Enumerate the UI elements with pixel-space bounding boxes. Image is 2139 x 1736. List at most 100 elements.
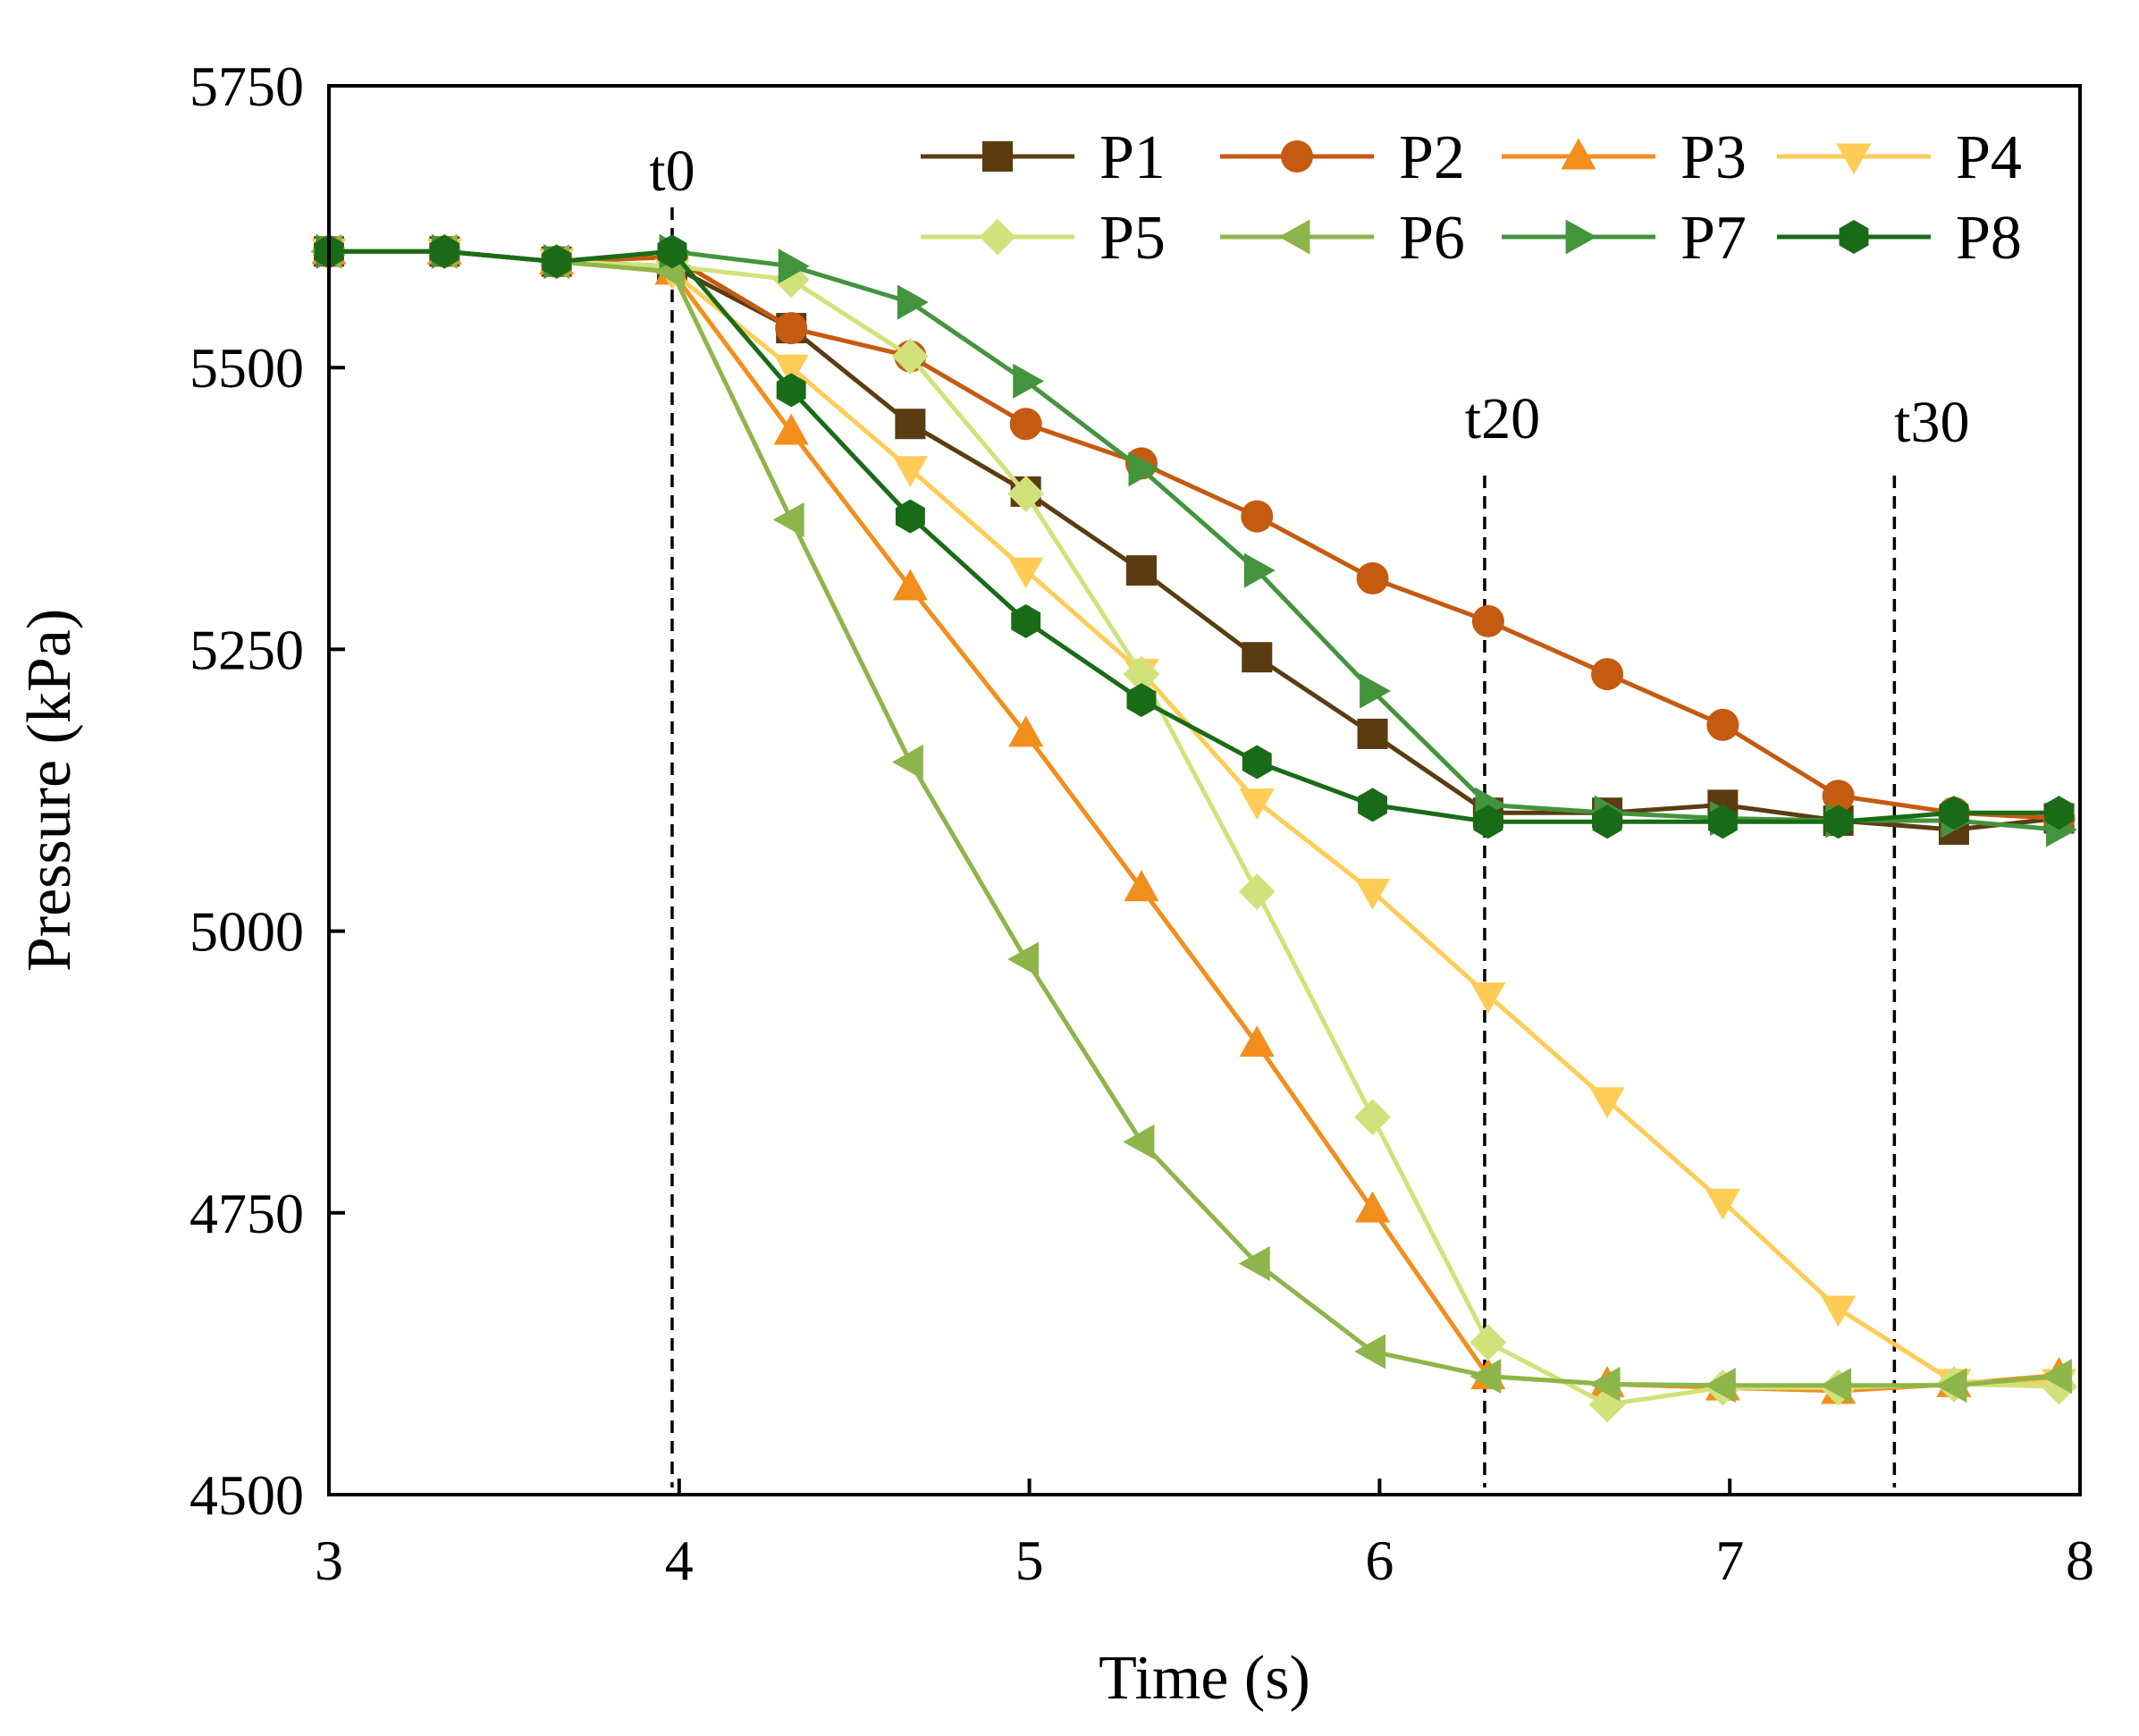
data-point-P6 bbox=[891, 744, 923, 780]
data-point-P7 bbox=[1128, 451, 1160, 487]
legend-item-P1: P1 bbox=[921, 123, 1166, 192]
data-point-P1 bbox=[1125, 555, 1157, 586]
legend-item-P7: P7 bbox=[1502, 204, 1747, 273]
legend-swatch-marker bbox=[1281, 140, 1313, 173]
y-axis-title: Pressure (kPa) bbox=[15, 609, 84, 972]
data-point-P6 bbox=[1123, 1124, 1155, 1159]
legend-label: P5 bbox=[1099, 204, 1166, 273]
data-point-P7 bbox=[1360, 673, 1391, 709]
series-P6 bbox=[310, 233, 2072, 1403]
data-point-P2 bbox=[1591, 658, 1624, 691]
data-point-P8 bbox=[429, 234, 459, 269]
series-line-P1 bbox=[329, 249, 2059, 832]
data-point-P2 bbox=[1356, 561, 1389, 594]
data-point-P3 bbox=[1124, 870, 1159, 902]
x-tick-label: 3 bbox=[315, 1529, 343, 1592]
legend-label: P2 bbox=[1399, 123, 1465, 192]
data-point-P2 bbox=[1009, 408, 1042, 441]
data-point-P5 bbox=[1354, 1099, 1391, 1136]
data-point-P2 bbox=[1241, 500, 1274, 533]
data-point-P7 bbox=[778, 249, 810, 284]
data-point-P6 bbox=[1588, 1366, 1621, 1402]
axis-ticks: 3 4 5 6 7 8 4500 4750 5000 5250 5500 5750 bbox=[189, 55, 2094, 1592]
legend-swatch-marker bbox=[1561, 138, 1596, 170]
data-point-P4 bbox=[1008, 557, 1044, 589]
data-point-P1 bbox=[1242, 642, 1273, 673]
legend-swatch-marker bbox=[1278, 219, 1310, 255]
legend-item-P5: P5 bbox=[921, 204, 1166, 273]
data-point-P5 bbox=[891, 338, 929, 375]
data-point-P8 bbox=[895, 499, 925, 534]
data-point-P5 bbox=[1007, 476, 1045, 512]
data-point-P5 bbox=[1238, 873, 1276, 910]
data-point-P3 bbox=[1355, 1191, 1391, 1223]
data-point-P8 bbox=[1592, 805, 1622, 839]
data-point-P3 bbox=[773, 413, 809, 445]
vertical-markers: t0 t20 t30 bbox=[649, 139, 1970, 1487]
x-tick-label: 7 bbox=[1715, 1529, 1744, 1592]
legend-swatch-marker bbox=[1836, 143, 1872, 175]
legend-label: P4 bbox=[1956, 123, 2022, 192]
series-line-P6 bbox=[329, 249, 2059, 1388]
data-point-P6 bbox=[772, 501, 804, 537]
data-point-P8 bbox=[1823, 805, 1854, 839]
y-tick-label: 5750 bbox=[189, 55, 304, 118]
series-line-P5 bbox=[329, 249, 2059, 1407]
data-point-P4 bbox=[1470, 982, 1506, 1014]
legend-label: P3 bbox=[1680, 123, 1747, 192]
legend-item-P8: P8 bbox=[1777, 204, 2022, 273]
data-point-P4 bbox=[1355, 879, 1391, 910]
legend-item-P3: P3 bbox=[1502, 123, 1747, 192]
data-point-P8 bbox=[1242, 745, 1272, 780]
data-point-P5 bbox=[1470, 1324, 1507, 1361]
series-P5 bbox=[310, 232, 2077, 1423]
data-point-P6 bbox=[1007, 941, 1040, 977]
data-point-P8 bbox=[542, 244, 572, 279]
data-point-P7 bbox=[897, 284, 929, 320]
data-point-P1 bbox=[1357, 718, 1388, 749]
legend-item-P2: P2 bbox=[1220, 123, 1465, 192]
x-tick-label: 8 bbox=[2066, 1529, 2094, 1592]
data-point-P6 bbox=[1820, 1368, 1852, 1403]
series-P2 bbox=[313, 235, 2076, 835]
data-point-P5 bbox=[1123, 655, 1160, 693]
data-point-P2 bbox=[1471, 604, 1504, 637]
plot-frame bbox=[327, 84, 2082, 1496]
y-tick-label: 5250 bbox=[189, 618, 304, 681]
data-point-P8 bbox=[1939, 796, 1969, 830]
x-tick-label: 4 bbox=[665, 1529, 694, 1592]
legend-swatch-marker bbox=[1839, 220, 1869, 254]
data-point-P6 bbox=[1470, 1359, 1502, 1395]
data-point-P4 bbox=[1239, 788, 1275, 821]
series-P1 bbox=[314, 236, 2075, 846]
series-P8 bbox=[314, 234, 2074, 839]
y-tick-label: 4500 bbox=[189, 1463, 304, 1527]
data-point-P8 bbox=[1473, 805, 1503, 839]
data-point-P8 bbox=[1358, 788, 1388, 822]
data-point-P6 bbox=[1238, 1245, 1270, 1282]
data-point-P2 bbox=[1822, 780, 1855, 813]
data-point-P4 bbox=[1705, 1188, 1740, 1220]
data-point-P1 bbox=[895, 409, 926, 440]
series-P7 bbox=[316, 233, 2077, 847]
data-point-P8 bbox=[1126, 683, 1157, 718]
data-point-P3 bbox=[892, 569, 928, 601]
y-tick-label: 5000 bbox=[189, 900, 304, 964]
data-point-P2 bbox=[775, 312, 808, 345]
legend-label: P8 bbox=[1956, 204, 2022, 273]
data-point-P6 bbox=[2041, 1359, 2072, 1395]
data-point-P3 bbox=[1239, 1025, 1275, 1058]
data-point-P3 bbox=[1008, 715, 1044, 747]
data-point-P8 bbox=[657, 234, 687, 269]
series-line-P2 bbox=[329, 249, 2059, 821]
data-point-P4 bbox=[1821, 1295, 1857, 1327]
data-point-P6 bbox=[1704, 1368, 1736, 1403]
series-lines bbox=[310, 232, 2077, 1423]
data-point-P8 bbox=[2044, 796, 2074, 830]
legend-label: P6 bbox=[1399, 204, 1465, 273]
legend-item-P4: P4 bbox=[1777, 123, 2022, 192]
vline-label-t30: t30 bbox=[1894, 390, 1969, 455]
legend: P1 P2 P3 P4 P5 P6 P7 P8 bbox=[921, 123, 2022, 273]
y-tick-label: 4750 bbox=[189, 1182, 304, 1245]
